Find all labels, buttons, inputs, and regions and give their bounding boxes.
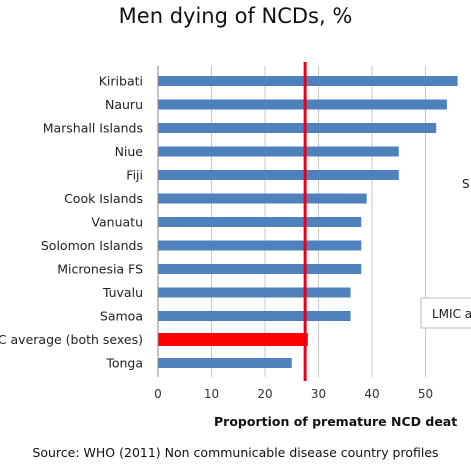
side-label-s: S [462, 177, 470, 191]
x-tick-label: 40 [364, 387, 379, 401]
category-label: Marshall Islands [43, 121, 143, 136]
category-label: Tonga [105, 356, 143, 371]
category-label: MIC average (both sexes) [0, 332, 143, 347]
bar [158, 217, 362, 227]
x-tick-label: 30 [311, 387, 326, 401]
bar [158, 311, 351, 321]
bar [158, 240, 362, 251]
bar [158, 287, 351, 298]
side-label-lmic: LMIC a [432, 307, 471, 321]
bar [158, 123, 437, 133]
bar [158, 193, 367, 204]
x-tick-label: 20 [257, 387, 272, 401]
bar [158, 99, 447, 110]
side-label-box [420, 297, 471, 329]
bar [158, 170, 399, 180]
bar [158, 358, 292, 368]
x-tick-label: 50 [418, 387, 433, 401]
chart-title: Men dying of NCDs, % [118, 4, 353, 28]
x-axis-label: Proportion of premature NCD deat [214, 414, 457, 429]
category-label: Tuvalu [102, 285, 143, 300]
category-label: Nauru [105, 97, 143, 112]
source-note: Source: WHO (2011) Non communicable dise… [32, 445, 439, 460]
category-label: Fiji [126, 168, 143, 183]
category-label: Cook Islands [64, 191, 143, 206]
bars [158, 76, 458, 368]
x-tick-label: 0 [154, 387, 162, 401]
category-labels: Kiribati Nauru Marshall Islands Niue Fiji Coo… [0, 74, 143, 371]
category-label: Kiribati [99, 74, 143, 89]
category-label: Micronesia FS [57, 262, 143, 277]
category-label: Samoa [100, 309, 143, 324]
category-label: Solomon Islands [41, 238, 143, 253]
category-label: Vanuatu [91, 215, 143, 230]
bar [158, 333, 308, 346]
x-tick-labels: 0 10 20 30 40 50 [154, 387, 433, 401]
bar [158, 264, 362, 274]
bar [158, 76, 458, 86]
bar-chart: Kiribati Nauru Marshall Islands Niue Fiji Coo… [0, 62, 471, 429]
category-label: Niue [115, 144, 144, 159]
x-tick-label: 10 [204, 387, 219, 401]
bar [158, 146, 399, 157]
